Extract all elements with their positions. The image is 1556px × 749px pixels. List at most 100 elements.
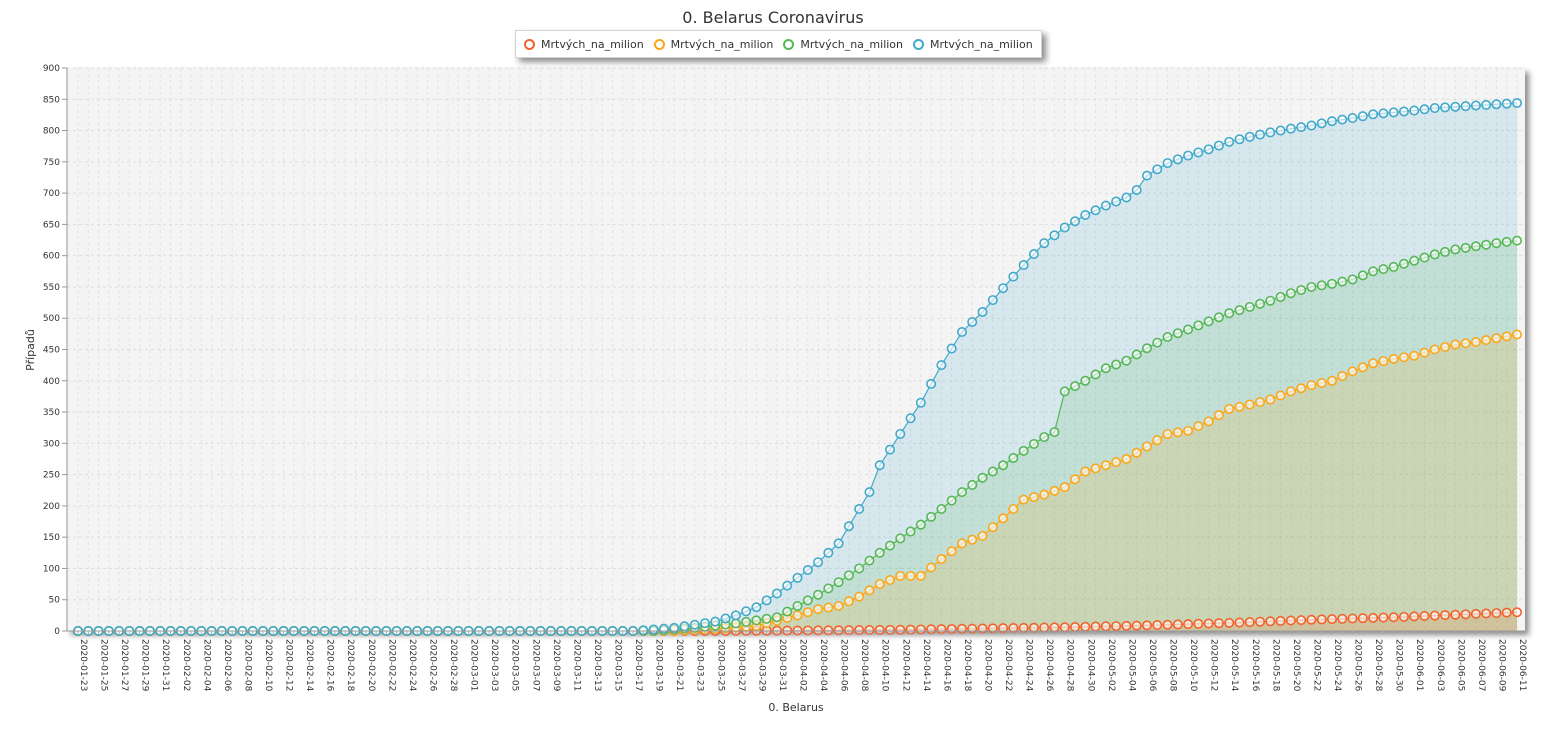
data-point[interactable] <box>792 610 803 621</box>
data-point[interactable] <box>1121 192 1132 203</box>
data-point[interactable] <box>1378 356 1389 367</box>
data-point[interactable] <box>1255 397 1266 408</box>
data-point[interactable] <box>741 606 752 617</box>
data-point[interactable] <box>1265 295 1276 306</box>
data-point[interactable] <box>1306 614 1317 625</box>
data-point[interactable] <box>895 533 906 544</box>
data-point[interactable] <box>1398 258 1409 269</box>
data-point[interactable] <box>1183 425 1194 436</box>
data-point[interactable] <box>1244 617 1255 628</box>
data-point[interactable] <box>1059 622 1070 633</box>
data-point[interactable] <box>1316 280 1327 291</box>
data-point[interactable] <box>967 534 978 545</box>
data-point[interactable] <box>1172 427 1183 438</box>
data-point[interactable] <box>1470 100 1481 111</box>
data-point[interactable] <box>998 460 1009 471</box>
data-point[interactable] <box>1213 140 1224 151</box>
data-point[interactable] <box>1213 312 1224 323</box>
data-point[interactable] <box>1285 386 1296 397</box>
data-point[interactable] <box>1409 105 1420 116</box>
data-point[interactable] <box>1285 615 1296 626</box>
data-point[interactable] <box>1183 150 1194 161</box>
data-point[interactable] <box>1512 329 1523 340</box>
data-point[interactable] <box>936 554 947 565</box>
data-point[interactable] <box>1059 222 1070 233</box>
data-point[interactable] <box>1429 344 1440 355</box>
data-point[interactable] <box>1070 474 1081 485</box>
data-point[interactable] <box>1080 466 1091 477</box>
data-point[interactable] <box>1039 238 1050 249</box>
data-point[interactable] <box>1100 200 1111 211</box>
legend-item-4[interactable]: Mrtvých_na_milion <box>913 38 1033 51</box>
data-point[interactable] <box>915 519 926 530</box>
data-point[interactable] <box>1049 622 1060 633</box>
data-point[interactable] <box>854 563 865 574</box>
data-point[interactable] <box>1224 308 1235 319</box>
data-point[interactable] <box>1368 358 1379 369</box>
data-point[interactable] <box>1234 305 1245 316</box>
data-point[interactable] <box>823 583 834 594</box>
data-point[interactable] <box>1265 394 1276 405</box>
data-point[interactable] <box>1337 114 1348 125</box>
data-point[interactable] <box>915 570 926 581</box>
data-point[interactable] <box>1018 445 1029 456</box>
data-point[interactable] <box>1121 355 1132 366</box>
data-point[interactable] <box>1111 359 1122 370</box>
data-point[interactable] <box>720 613 731 624</box>
data-point[interactable] <box>1172 619 1183 630</box>
data-point[interactable] <box>885 575 896 586</box>
data-point[interactable] <box>1398 106 1409 117</box>
data-point[interactable] <box>1491 238 1502 249</box>
data-point[interactable] <box>1234 401 1245 412</box>
data-point[interactable] <box>1039 432 1050 443</box>
data-point[interactable] <box>1388 261 1399 272</box>
data-point[interactable] <box>1193 618 1204 629</box>
data-point[interactable] <box>1203 416 1214 427</box>
data-point[interactable] <box>1316 614 1327 625</box>
data-point[interactable] <box>1296 122 1307 133</box>
legend-item-2[interactable]: Mrtvých_na_milion <box>653 38 773 51</box>
data-point[interactable] <box>946 495 957 506</box>
data-point[interactable] <box>977 306 988 317</box>
data-point[interactable] <box>1316 118 1327 129</box>
data-point[interactable] <box>1326 116 1337 127</box>
data-point[interactable] <box>1296 615 1307 626</box>
data-point[interactable] <box>1039 489 1050 500</box>
data-point[interactable] <box>1255 298 1266 309</box>
data-point[interactable] <box>1501 236 1512 247</box>
data-point[interactable] <box>967 479 978 490</box>
data-point[interactable] <box>1059 482 1070 493</box>
data-point[interactable] <box>1440 341 1451 352</box>
data-point[interactable] <box>1172 154 1183 165</box>
data-point[interactable] <box>1141 170 1152 181</box>
data-point[interactable] <box>987 522 998 533</box>
data-point[interactable] <box>946 546 957 557</box>
data-point[interactable] <box>802 595 813 606</box>
data-point[interactable] <box>1481 99 1492 110</box>
data-point[interactable] <box>771 588 782 599</box>
data-point[interactable] <box>987 466 998 477</box>
data-point[interactable] <box>1368 612 1379 623</box>
data-point[interactable] <box>1275 390 1286 401</box>
data-point[interactable] <box>864 487 875 498</box>
data-point[interactable] <box>1018 260 1029 271</box>
data-point[interactable] <box>1244 399 1255 410</box>
data-point[interactable] <box>710 616 721 627</box>
data-point[interactable] <box>998 283 1009 294</box>
data-point[interactable] <box>1357 111 1368 122</box>
data-point[interactable] <box>1131 447 1142 458</box>
data-point[interactable] <box>926 562 937 573</box>
data-point[interactable] <box>1090 369 1101 380</box>
data-point[interactable] <box>1090 205 1101 216</box>
data-point[interactable] <box>1028 492 1039 503</box>
data-point[interactable] <box>1440 102 1451 113</box>
data-point[interactable] <box>1162 428 1173 439</box>
data-point[interactable] <box>1018 494 1029 505</box>
data-point[interactable] <box>813 604 824 615</box>
data-point[interactable] <box>1141 441 1152 452</box>
data-point[interactable] <box>1224 617 1235 628</box>
data-point[interactable] <box>1306 281 1317 292</box>
data-point[interactable] <box>1470 336 1481 347</box>
data-point[interactable] <box>1306 120 1317 131</box>
data-point[interactable] <box>1326 375 1337 386</box>
